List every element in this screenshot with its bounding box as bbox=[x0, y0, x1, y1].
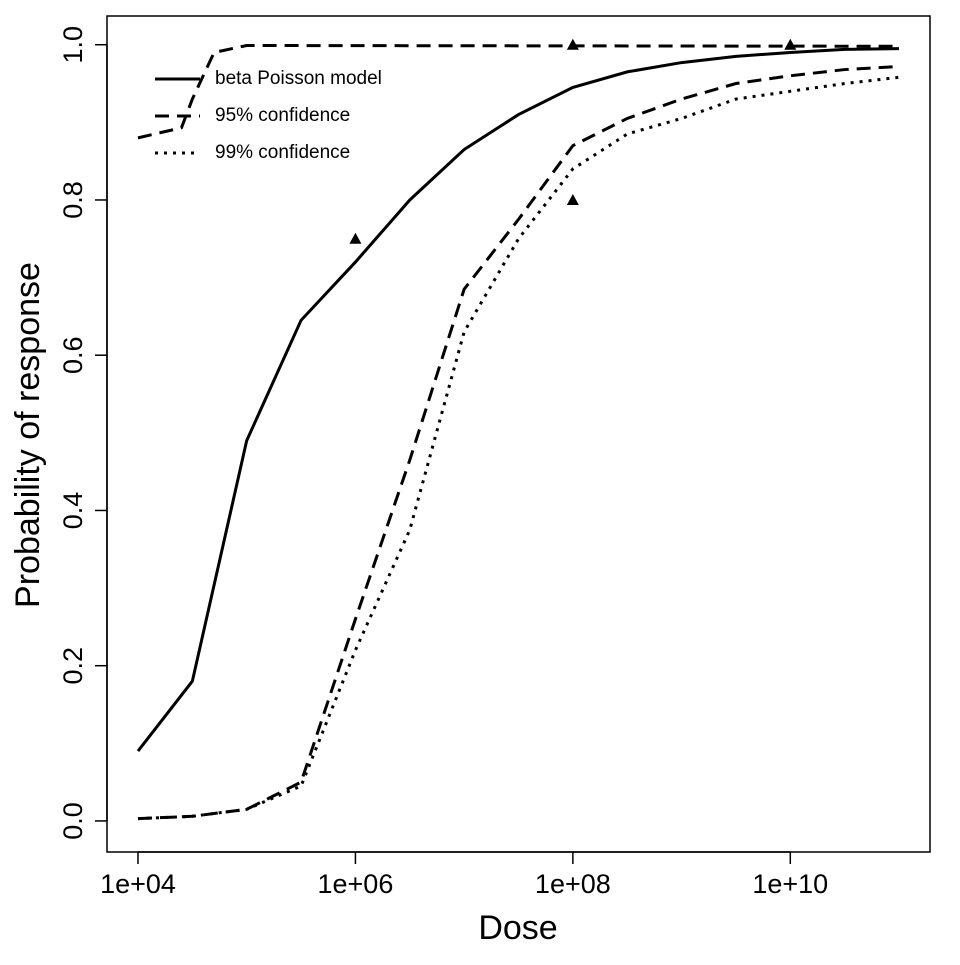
legend-label: 99% confidence bbox=[215, 142, 350, 163]
x-tick-label: 1e+04 bbox=[100, 869, 176, 899]
x-tick-label: 1e+10 bbox=[752, 869, 828, 899]
y-tick-label: 0.2 bbox=[58, 647, 88, 685]
y-tick-label: 0.6 bbox=[58, 336, 88, 374]
y-tick-label: 0.4 bbox=[58, 492, 88, 530]
data-point bbox=[566, 193, 579, 205]
data-point bbox=[566, 38, 579, 50]
series-line bbox=[136, 47, 900, 753]
y-tick-label: 0.8 bbox=[58, 181, 88, 219]
x-axis-label: Dose bbox=[478, 909, 557, 947]
y-axis-label: Probability of response bbox=[9, 262, 47, 608]
legend-label: beta Poisson model bbox=[215, 68, 382, 89]
data-point bbox=[349, 232, 362, 244]
series-line bbox=[137, 64, 900, 821]
x-tick-label: 1e+06 bbox=[318, 869, 394, 899]
series-line bbox=[137, 43, 900, 140]
x-tick-label: 1e+08 bbox=[535, 869, 611, 899]
y-tick-label: 0.0 bbox=[58, 802, 88, 840]
y-tick-label: 1.0 bbox=[58, 26, 88, 64]
legend-label: 95% confidence bbox=[215, 105, 350, 126]
series-line bbox=[137, 75, 900, 821]
data-point bbox=[784, 38, 797, 50]
